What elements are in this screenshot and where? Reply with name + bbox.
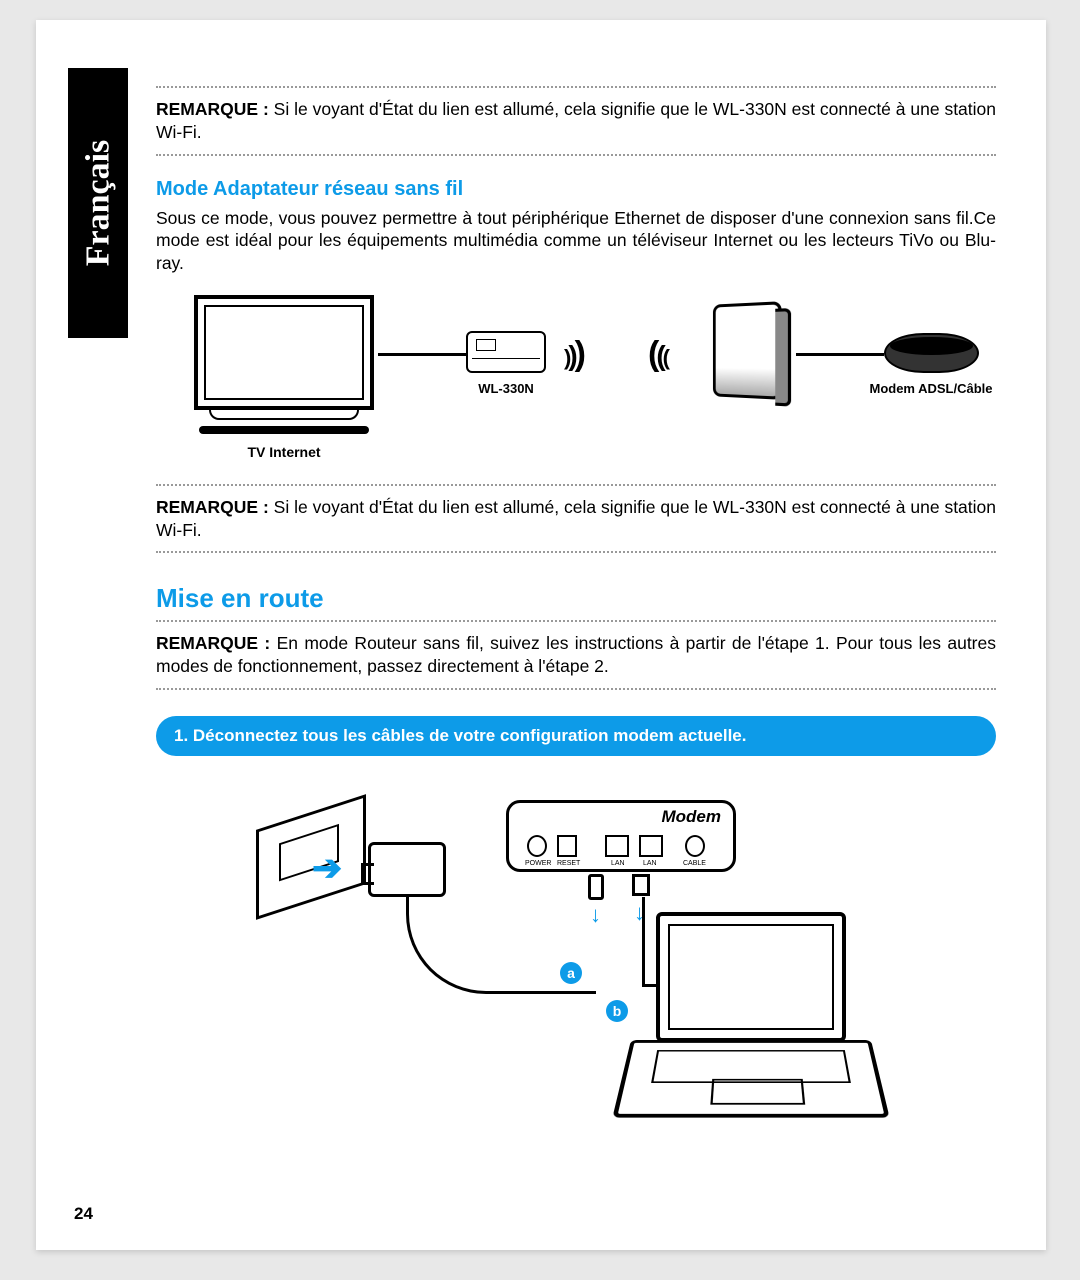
cable-icon <box>796 353 884 356</box>
modem-icon <box>884 333 979 373</box>
heading-getting-started: Mise en route <box>156 583 996 614</box>
page-number: 24 <box>74 1204 93 1224</box>
modem-title: Modem <box>662 807 722 827</box>
diagram-adapter-mode: TV Internet WL-330N ))) ((( Modem ADSL/C… <box>156 295 996 470</box>
divider <box>156 484 996 486</box>
divider <box>156 688 996 690</box>
power-plug-icon <box>588 874 604 900</box>
divider <box>156 86 996 88</box>
manual-page: Français REMARQUE : Si le voyant d'État … <box>36 20 1046 1250</box>
wifi-waves-left-icon: ((( <box>648 335 667 374</box>
router-icon <box>711 303 781 398</box>
modem-label: Modem ADSL/Câble <box>846 381 1016 396</box>
step-1-bar: 1. Déconnectez tous les câbles de votre … <box>156 716 996 756</box>
modem-box-icon: Modem POWER RESET LAN LAN CABLE <box>506 800 736 872</box>
wl330n-label: WL-330N <box>454 381 558 396</box>
diagram-disconnect-cables: ➔ ↓ Modem POWER RESET LAN LAN CABLE ↓ a … <box>256 782 896 1162</box>
cable-icon <box>378 353 466 356</box>
language-tab-label: Français <box>79 140 117 267</box>
note-label: REMARQUE : <box>156 633 270 653</box>
divider <box>156 551 996 553</box>
badge-a: a <box>560 962 582 984</box>
note-label: REMARQUE : <box>156 99 269 119</box>
arrow-right-icon: ➔ <box>312 847 342 889</box>
note-3: REMARQUE : En mode Routeur sans fil, sui… <box>156 628 996 682</box>
note-3-text: En mode Routeur sans fil, suivez les ins… <box>156 633 996 676</box>
language-tab: Français <box>68 68 128 338</box>
adapter-body-text: Sous ce mode, vous pouvez permettre à to… <box>156 207 996 275</box>
note-2: REMARQUE : Si le voyant d'État du lien e… <box>156 492 996 546</box>
step-1-text: 1. Déconnectez tous les câbles de votre … <box>174 726 747 745</box>
divider <box>156 154 996 156</box>
power-adapter-icon <box>368 842 446 897</box>
note-label: REMARQUE : <box>156 497 269 517</box>
note-1: REMARQUE : Si le voyant d'État du lien e… <box>156 94 996 148</box>
divider <box>156 620 996 622</box>
note-1-text: Si le voyant d'État du lien est allumé, … <box>156 99 996 142</box>
tv-label: TV Internet <box>194 444 374 460</box>
laptop-icon <box>656 912 871 1135</box>
page-content: REMARQUE : Si le voyant d'État du lien e… <box>156 80 996 1162</box>
ethernet-cable-icon <box>642 897 645 987</box>
wall-outlet-icon <box>256 794 366 920</box>
arrow-down-icon: ↓ <box>590 902 601 928</box>
wifi-waves-right-icon: ))) <box>564 335 583 374</box>
badge-b: b <box>606 1000 628 1022</box>
tv-icon: TV Internet <box>194 295 374 460</box>
ethernet-plug-icon <box>632 874 650 896</box>
heading-adapter-mode: Mode Adaptateur réseau sans fil <box>156 178 996 201</box>
wl330n-device-icon <box>466 331 546 373</box>
note-2-text: Si le voyant d'État du lien est allumé, … <box>156 497 996 540</box>
